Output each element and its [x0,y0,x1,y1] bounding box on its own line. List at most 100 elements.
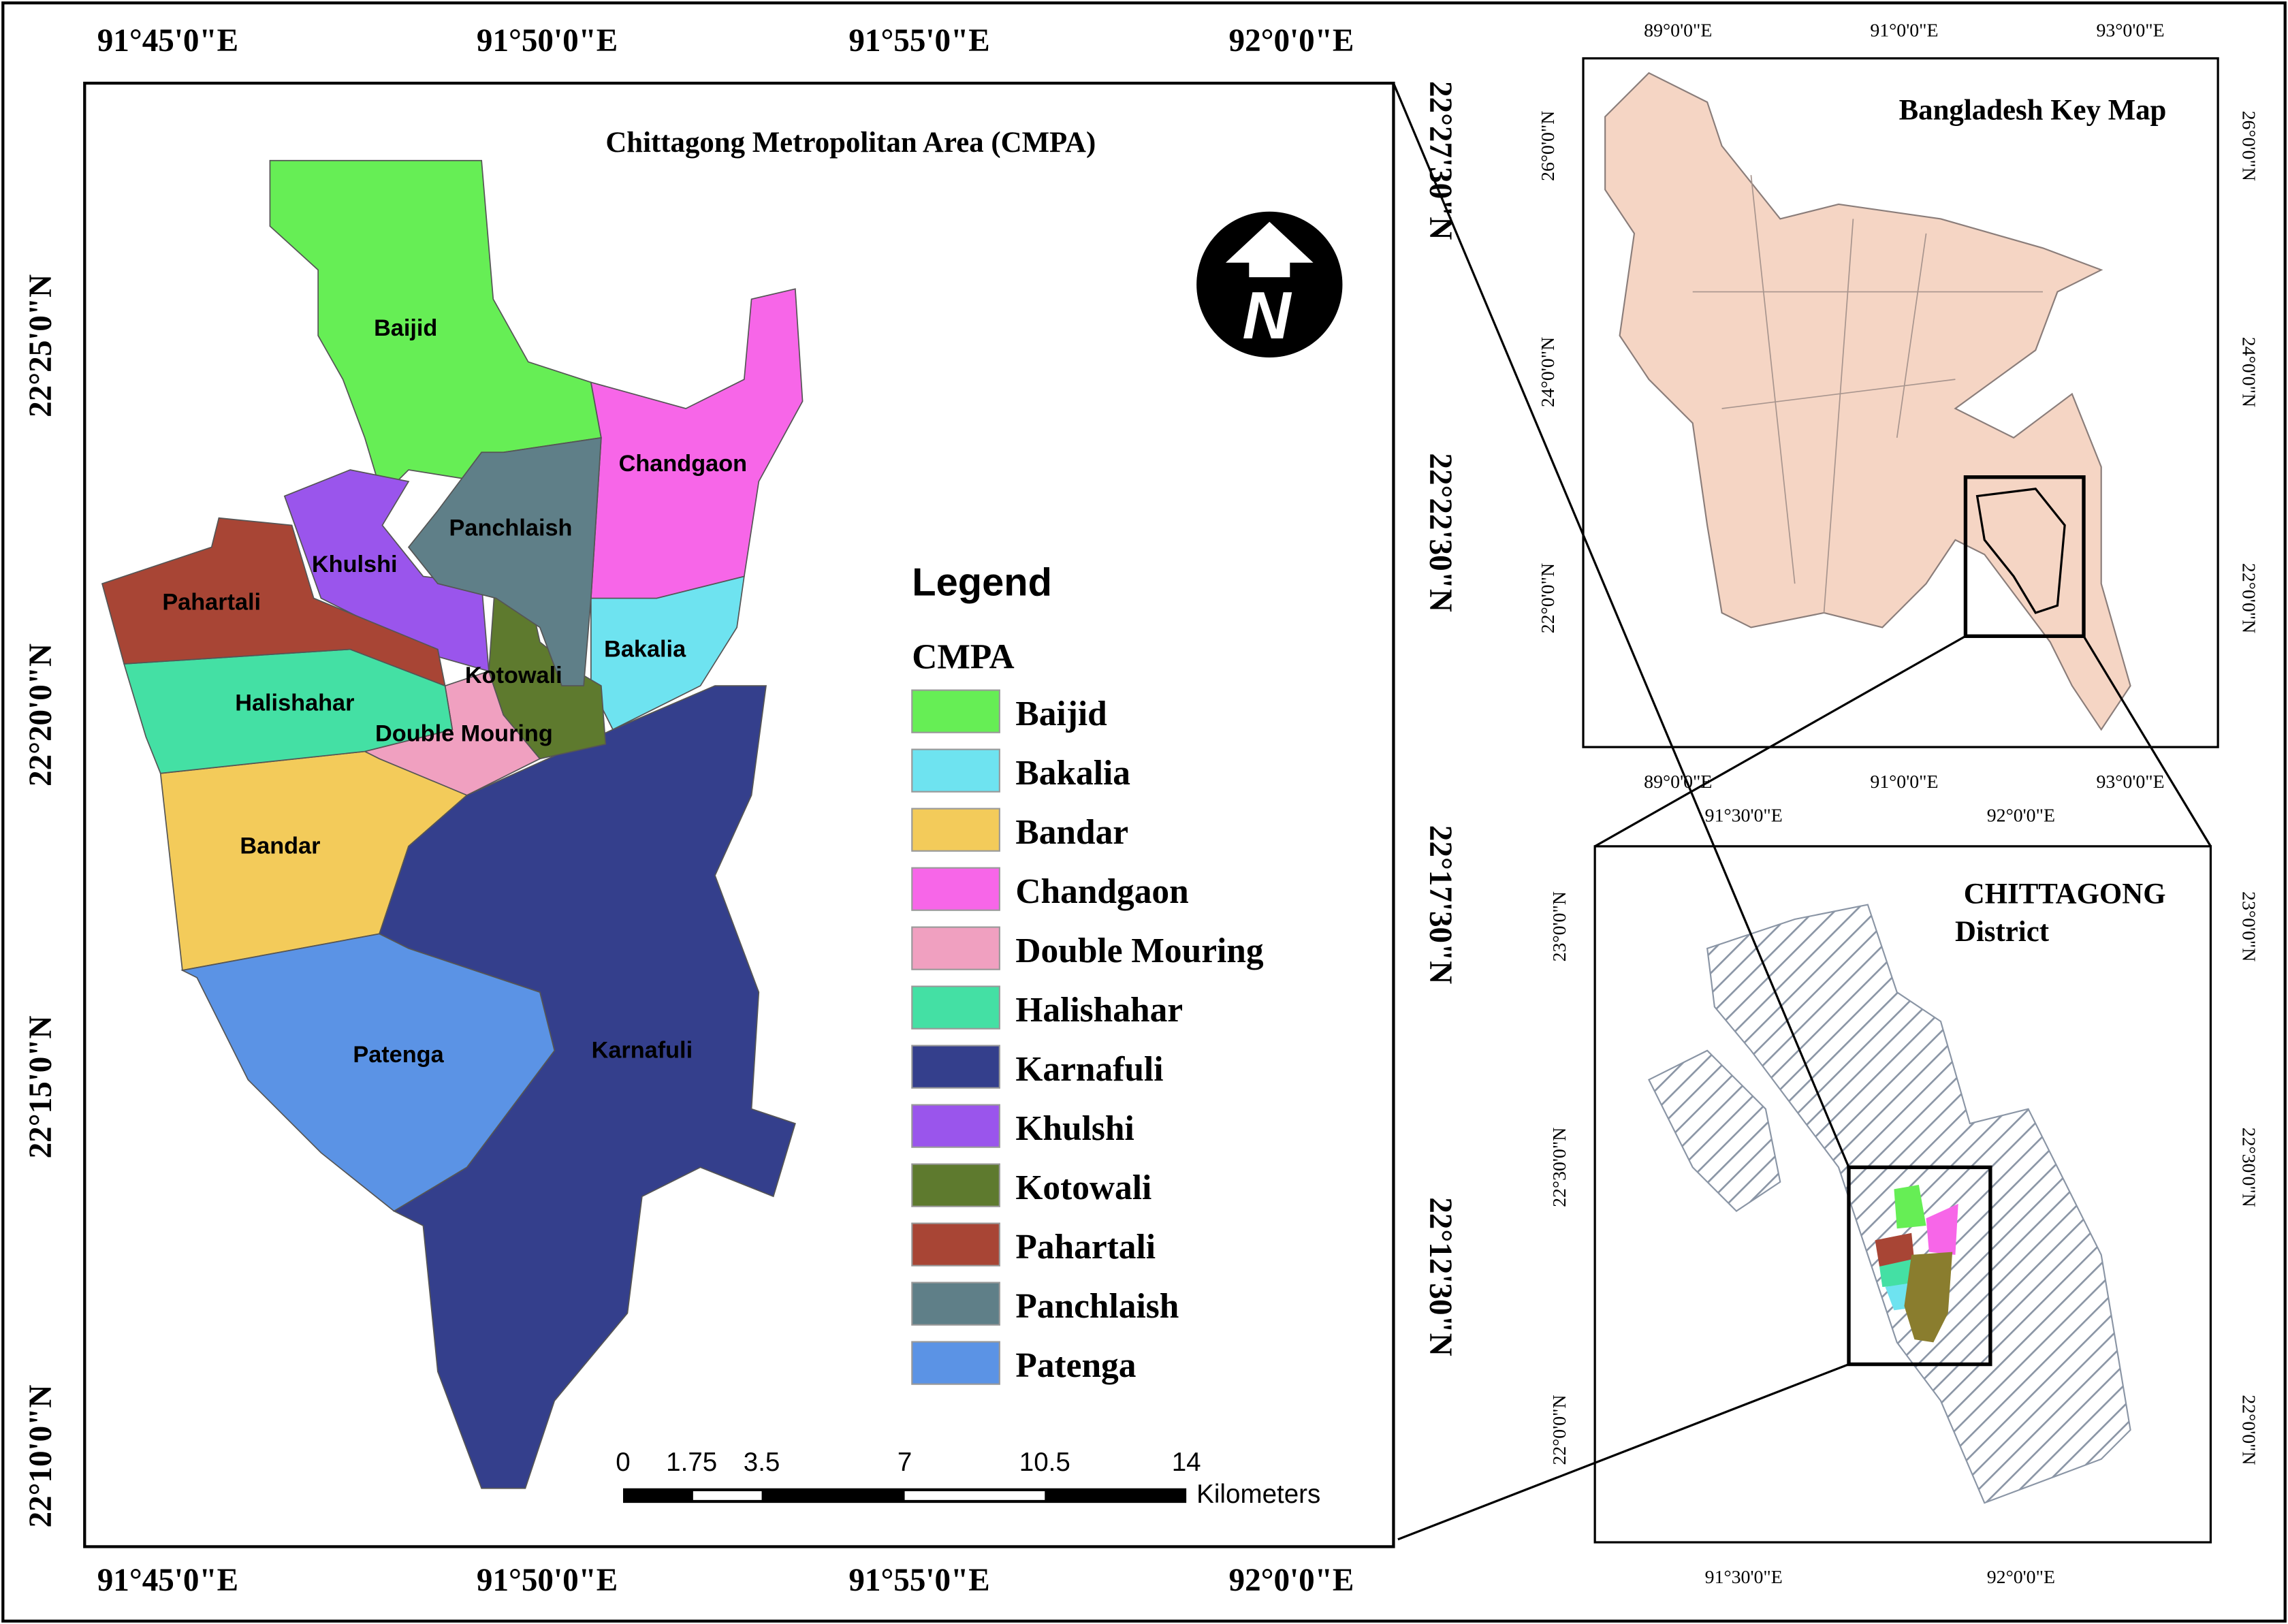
legend-label: Baijid [1015,695,1107,733]
top-coordinate-label: 91°30'0"E [1705,805,1783,826]
left-coordinate-label: 22°10'0"N [23,1385,59,1528]
district-map-title: CHITTAGONG [1964,878,2166,910]
bottom-coordinate-label: 91°30'0"E [1705,1567,1783,1588]
district-label: Panchlaish [449,515,573,541]
left-coordinate-label: 22°15'0"N [23,1015,59,1158]
key-map [1582,57,2219,748]
scale-bar [623,1488,1187,1503]
key-map-title: Bangladesh Key Map [1899,95,2167,127]
district-map [1593,845,2212,1544]
legend-label: Bandar [1015,813,1128,852]
right-coordinate-label: 24°0'0"N [2238,337,2259,407]
district-label: Khulshi [312,552,398,577]
bottom-coordinate-label: 89°0'0"E [1644,771,1712,793]
right-coordinate-label: 22°17'30"N [1423,825,1458,985]
district-label: Baijid [374,315,437,341]
district-label: Pahartali [162,590,261,616]
bottom-coordinate-label: 91°0'0"E [1870,771,1938,793]
main-title: Chittagong Metropolitan Area (CMPA) [605,127,1096,159]
legend-label: Pahartali [1015,1228,1156,1267]
legend-swatch [911,1341,1000,1385]
legend-swatch [911,1045,1000,1089]
connector-lines [1392,82,2212,1541]
top-coordinate-label: 92°0'0"E [1229,23,1354,59]
district-area [407,436,602,686]
bottom-coordinate-label: 93°0'0"E [2096,771,2164,793]
main-frame [83,82,1395,1548]
scale-label: 10.5 [1019,1448,1070,1477]
district-area [269,159,602,498]
legend-label: Kotowali [1015,1168,1151,1207]
legend-title: Legend [912,560,1052,604]
north-arrow: N [1196,211,1343,357]
left-coordinate-label: 22°0'0"N [1549,1395,1570,1465]
top-coordinate-label: 91°50'0"E [477,23,618,59]
left-coordinate-label: 26°0'0"N [1538,111,1559,181]
district-label: Bandar [240,833,320,859]
legend-label: Chandgaon [1015,872,1188,911]
district-polygons [101,159,804,1489]
legend-swatch [911,689,1000,733]
scale-label: 0 [616,1448,630,1477]
top-coordinate-label: 93°0'0"E [2096,20,2164,42]
bottom-coordinate-label: 91°50'0"E [477,1563,618,1598]
legend-label: Panchlaish [1015,1287,1179,1326]
district-label: Karnafuli [592,1038,693,1064]
scale-label: 7 [897,1448,912,1477]
legend-swatch [911,867,1000,911]
top-coordinate-label: 89°0'0"E [1644,20,1712,42]
left-coordinate-label: 23°0'0"N [1549,891,1570,961]
district-area [180,933,556,1212]
legend-label: Halishahar [1015,991,1183,1030]
legend-label: Karnafuli [1015,1050,1163,1089]
left-coordinate-label: 22°30'0"N [1549,1128,1570,1207]
district-label: Chandgaon [619,451,747,477]
right-coordinate-label: 22°12'30"N [1423,1197,1458,1356]
scale-unit: Kilometers [1196,1480,1320,1509]
right-coordinate-label: 23°0'0"N [2238,891,2259,961]
legend-label: Patenga [1015,1346,1136,1385]
scale-label: 14 [1172,1448,1201,1477]
top-coordinate-label: 92°0'0"E [1987,805,2055,826]
district-area [101,517,446,687]
legend-label: Bakalia [1015,754,1130,793]
left-coordinate-label: 22°20'0"N [23,643,59,786]
left-coordinate-label: 24°0'0"N [1538,337,1559,407]
left-coordinate-label: 22°0'0"N [1538,563,1559,633]
right-coordinate-label: 22°22'30"N [1423,453,1458,612]
bottom-coordinate-label: 91°55'0"E [848,1563,989,1598]
right-coordinate-label: 22°27'30"N [1423,81,1458,240]
legend-swatch [911,926,1000,970]
top-coordinate-label: 91°45'0"E [97,23,238,59]
legend-swatch [911,1104,1000,1148]
legend-subtitle: CMPA [912,637,1014,676]
legend-swatch [911,748,1000,793]
district-label: Double Mouring [375,721,553,747]
right-coordinate-label: 22°0'0"N [2238,1395,2259,1465]
top-coordinate-label: 91°0'0"E [1870,20,1938,42]
right-coordinate-label: 26°0'0"N [2238,111,2259,181]
top-coordinate-label: 91°55'0"E [848,23,989,59]
bottom-coordinate-label: 91°45'0"E [97,1563,238,1598]
right-coordinate-label: 22°0'0"N [2238,563,2259,633]
district-label: Patenga [353,1042,444,1068]
district-label: Kotowali [465,663,562,688]
legend-swatch [911,808,1000,852]
district-map-subtitle: District [1955,916,2050,948]
bottom-coordinate-label: 92°0'0"E [1987,1567,2055,1588]
bottom-coordinate-label: 92°0'0"E [1229,1563,1354,1598]
legend-label: Khulshi [1015,1109,1134,1148]
legend-swatch [911,985,1000,1030]
north-label: N [1242,278,1292,353]
left-coordinate-label: 22°25'0"N [23,274,59,417]
legend-label: Double Mouring [1015,932,1263,970]
legend-swatch [911,1281,1000,1326]
right-coordinate-label: 22°30'0"N [2238,1128,2259,1207]
scale-label: 3.5 [744,1448,780,1477]
scale-label: 1.75 [666,1448,717,1477]
legend-swatch [911,1163,1000,1207]
district-label: Bakalia [604,636,686,662]
district-label: Halishahar [235,690,354,716]
legend-swatch [911,1222,1000,1267]
